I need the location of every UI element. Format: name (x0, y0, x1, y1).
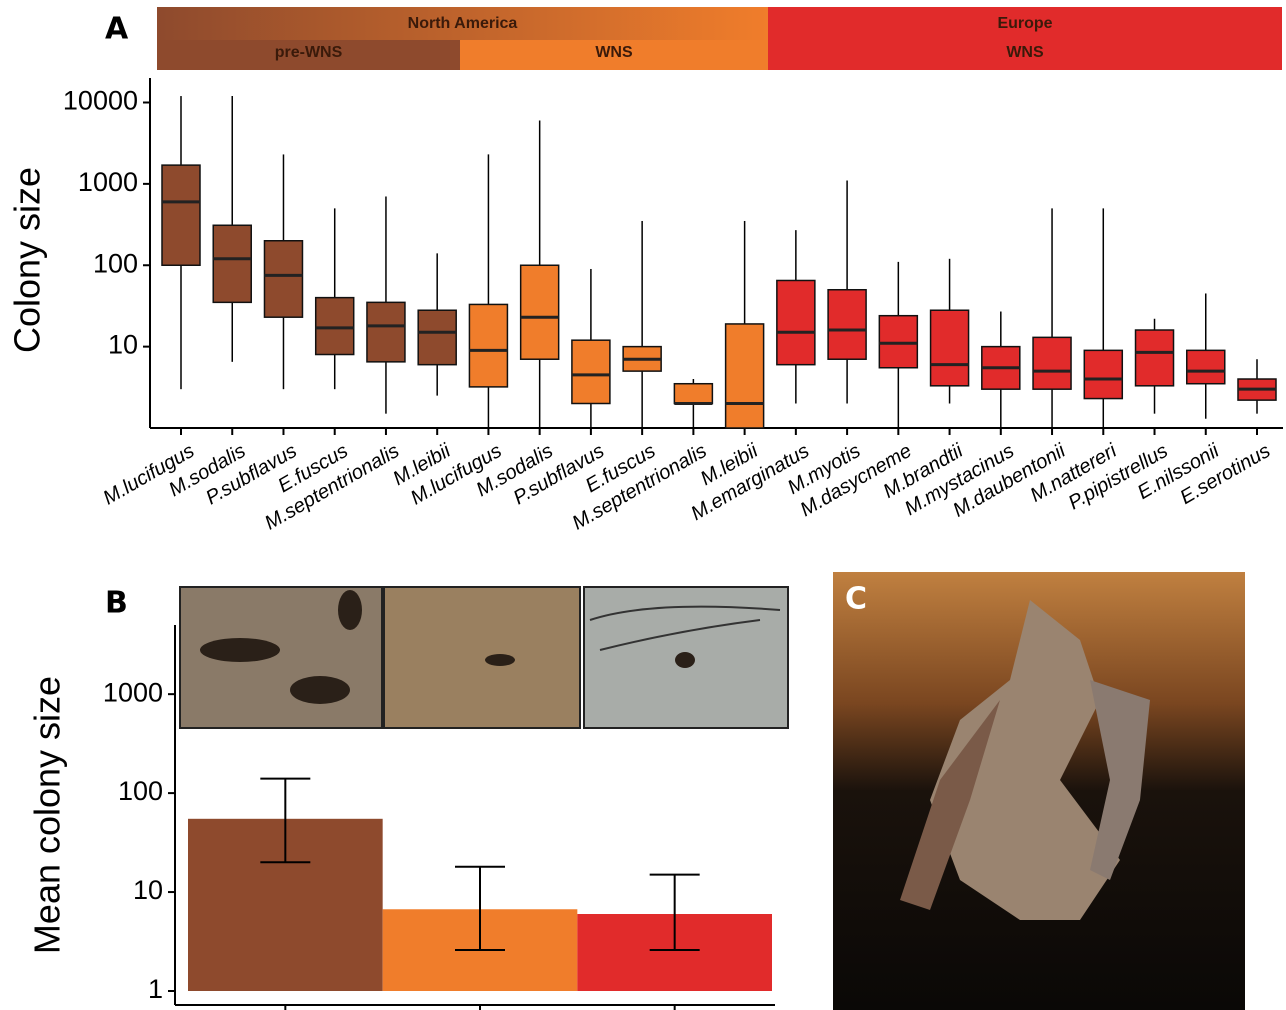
y-tick-label: 1 (148, 974, 163, 1004)
y-tick-label: 100 (118, 776, 163, 806)
box (263, 240, 304, 318)
header-label: Europe (997, 15, 1052, 32)
box (314, 296, 355, 356)
box (212, 224, 252, 304)
box (366, 301, 406, 363)
box (468, 303, 509, 388)
header-label: North America (408, 15, 518, 32)
box (776, 279, 816, 366)
box (1083, 349, 1124, 400)
header-band (768, 40, 1282, 70)
y-tick-label: 1000 (78, 167, 138, 197)
box (1186, 349, 1226, 385)
header-label: pre-WNS (275, 44, 343, 61)
y-axis-label: Mean colony size (27, 676, 68, 954)
header-band (157, 40, 460, 70)
box (827, 288, 867, 360)
thumbnails (179, 586, 789, 729)
box (878, 314, 919, 369)
header-band (768, 7, 1282, 40)
panel-label: B (105, 586, 128, 621)
y-tick-label: 100 (93, 248, 138, 278)
box (417, 309, 457, 366)
panel-label: A (105, 12, 129, 47)
box (1134, 329, 1175, 387)
box (929, 309, 970, 387)
header-band (460, 40, 768, 70)
box (571, 339, 611, 405)
y-tick-label: 10000 (63, 86, 138, 116)
box (673, 382, 714, 405)
header-label: WNS (1006, 44, 1044, 61)
panel-label: C (845, 582, 867, 617)
y-tick-label: 10 (108, 330, 138, 360)
box (519, 264, 560, 360)
header-band (157, 7, 768, 40)
box (161, 164, 201, 266)
box (1032, 336, 1072, 390)
y-tick-label: 10 (133, 875, 163, 905)
y-axis-label: Colony size (7, 167, 48, 353)
box (724, 323, 765, 429)
bat-photo (833, 572, 1245, 1010)
header-label: WNS (595, 44, 633, 61)
y-tick-label: 1000 (103, 677, 163, 707)
